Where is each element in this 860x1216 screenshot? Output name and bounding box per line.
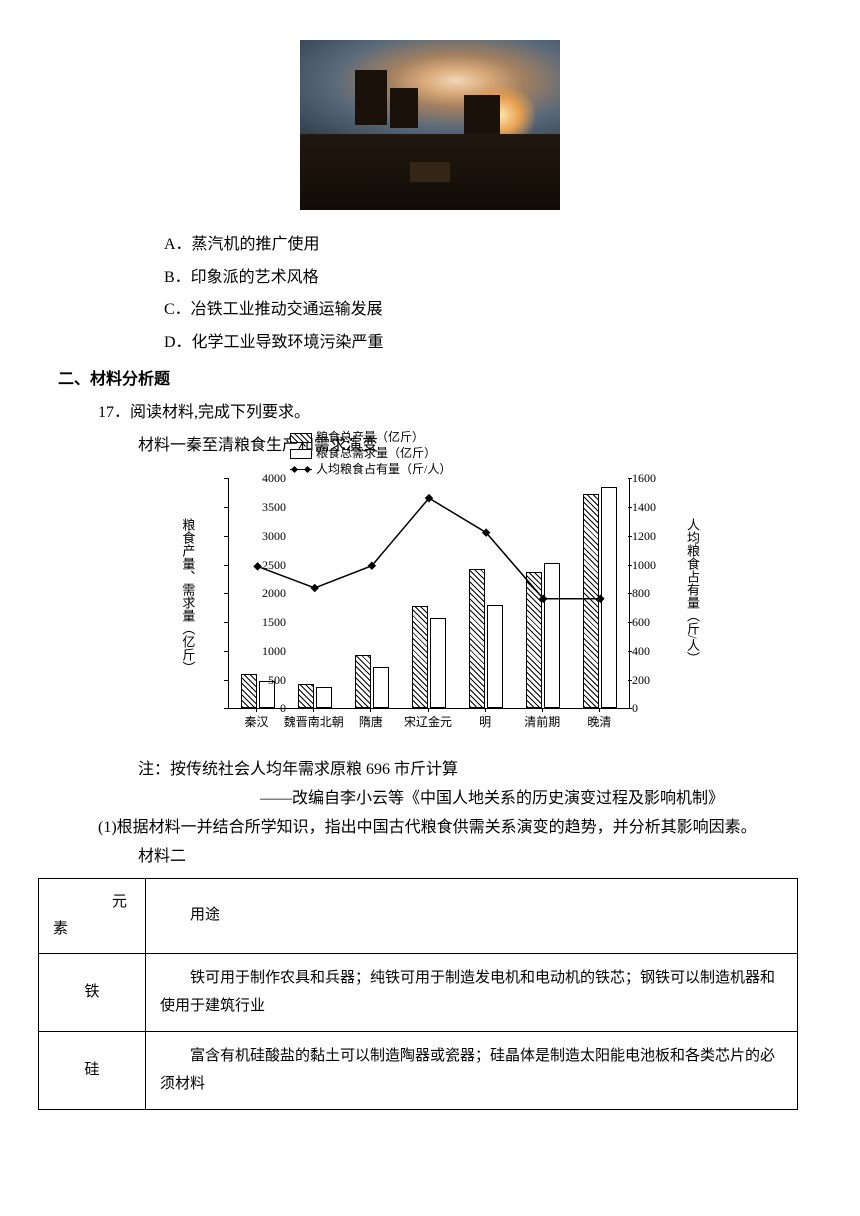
option-d[interactable]: D．化学工业导致环境污染严重 xyxy=(164,329,800,358)
option-c[interactable]: C．冶铁工业推动交通运输发展 xyxy=(164,296,800,325)
chart-source: ——改编自李小云等《中国人地关系的历史演变过程及影响机制》 xyxy=(260,785,800,814)
y-axis-right-label: 人均粮食占有量（斤/人） xyxy=(681,518,704,665)
chart-legend: 粮食总产量（亿斤） 粮食总需求量（亿斤） 人均粮食占有量（斤/人） xyxy=(290,430,451,477)
options-block: A．蒸汽机的推广使用 B．印象派的艺术风格 C．冶铁工业推动交通运输发展 D．化… xyxy=(164,231,800,358)
sub-question-1: (1)根据材料一并结合所学知识，指出中国古代粮食供需关系演变的趋势，并分析其影响… xyxy=(98,814,800,843)
elements-table: 元 素 用途 铁 铁可用于制作农具和兵器；纯铁可用于制造发电机和电动机的铁芯；钢… xyxy=(38,878,798,1110)
industrial-night-painting xyxy=(300,40,560,210)
legend-production: 粮食总产量（亿斤） xyxy=(316,430,424,446)
legend-percapita: 人均粮食占有量（斤/人） xyxy=(316,462,451,478)
plot-area xyxy=(228,478,630,709)
table-head-element: 元 素 xyxy=(39,878,146,953)
figure-painting xyxy=(60,40,800,221)
material-1-title: 材料一秦至清粮食生产和需求演变 xyxy=(138,432,800,461)
y-axis-left-label: 粮食产量、需求量（亿斤） xyxy=(176,518,199,674)
table-row: 硅 富含有机硅酸盐的黏土可以制造陶器或瓷器；硅晶体是制造太阳能电池板和各类芯片的… xyxy=(39,1031,798,1109)
cell-elem-si: 硅 xyxy=(39,1031,146,1109)
option-a[interactable]: A．蒸汽机的推广使用 xyxy=(164,231,800,260)
grain-chart: 粮食总产量（亿斤） 粮食总需求量（亿斤） 人均粮食占有量（斤/人） 粮食产量、需… xyxy=(170,468,800,748)
section-heading-2: 二、材料分析题 xyxy=(58,366,800,395)
option-b[interactable]: B．印象派的艺术风格 xyxy=(164,264,800,293)
material-2-title: 材料二 xyxy=(138,843,800,872)
table-head-use: 用途 xyxy=(146,878,798,953)
table-row: 铁 铁可用于制作农具和兵器；纯铁可用于制造发电机和电动机的铁芯；钢铁可以制造机器… xyxy=(39,953,798,1031)
question-17: 17．阅读材料,完成下列要求。 xyxy=(98,399,800,428)
chart-note: 注：按传统社会人均年需求原粮 696 市斤计算 xyxy=(138,756,800,785)
legend-demand: 粮食总需求量（亿斤） xyxy=(316,446,436,462)
cell-use-si: 富含有机硅酸盐的黏土可以制造陶器或瓷器；硅晶体是制造太阳能电池板和各类芯片的必须… xyxy=(146,1031,798,1109)
cell-elem-fe: 铁 xyxy=(39,953,146,1031)
cell-use-fe: 铁可用于制作农具和兵器；纯铁可用于制造发电机和电动机的铁芯；钢铁可以制造机器和使… xyxy=(146,953,798,1031)
